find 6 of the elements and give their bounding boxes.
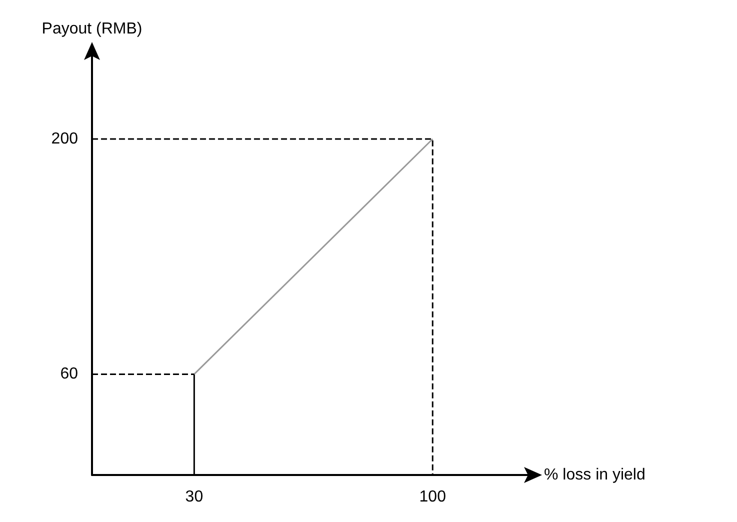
y-axis-title: Payout (RMB) xyxy=(42,20,142,38)
x-tick-label: 30 xyxy=(185,488,204,506)
x-tick-label: 100 xyxy=(419,488,446,506)
x-axis-title: % loss in yield xyxy=(544,466,646,484)
y-tick-label: 200 xyxy=(51,130,78,148)
y-tick-label: 60 xyxy=(60,366,78,383)
